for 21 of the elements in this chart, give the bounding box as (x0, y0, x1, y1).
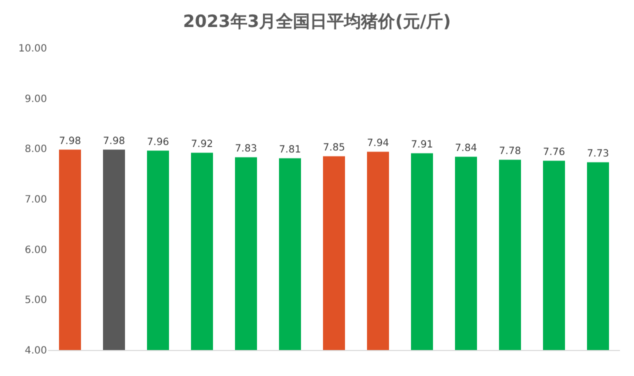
y-tick-label: 10.00 (18, 44, 47, 54)
data-label: 7.81 (279, 144, 301, 156)
y-tick-label: 7.00 (24, 194, 47, 206)
data-label: 7.73 (587, 148, 609, 160)
data-label: 7.98 (103, 136, 125, 147)
y-tick-label: 8.00 (24, 144, 47, 156)
data-label: 7.96 (147, 136, 169, 148)
y-tick-label: 6.00 (24, 244, 47, 256)
data-label: 7.83 (235, 144, 257, 155)
y-tick-label: 9.00 (24, 94, 47, 105)
y-tick-label: 4.00 (24, 346, 47, 356)
data-label: 7.84 (455, 143, 477, 154)
data-label: 7.76 (543, 147, 565, 158)
data-label: 7.78 (499, 146, 521, 158)
y-tick-label: 5.00 (24, 295, 47, 306)
data-label: 7.94 (367, 138, 389, 149)
data-label: 7.85 (323, 142, 345, 154)
data-label: 7.91 (411, 140, 433, 151)
data-label: 7.98 (59, 136, 81, 147)
chart-title: 2023年3月全国日平均猪价(元/斤) (183, 12, 451, 32)
data-label: 7.92 (191, 138, 213, 150)
